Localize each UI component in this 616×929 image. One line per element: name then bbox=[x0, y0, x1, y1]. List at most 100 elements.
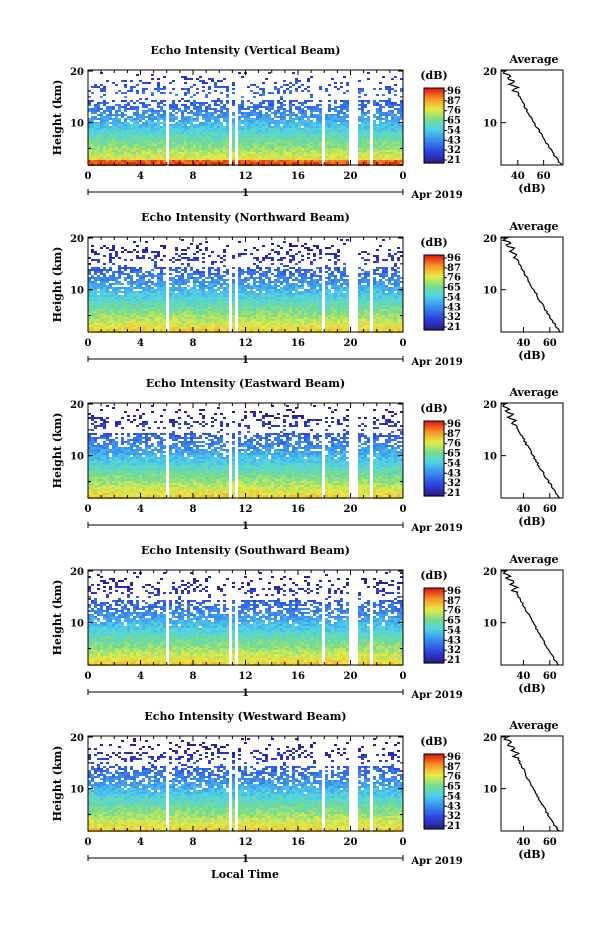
heatmap-cell bbox=[241, 253, 244, 255]
heatmap-cell bbox=[190, 299, 193, 301]
heatmap-cell bbox=[205, 325, 208, 327]
heatmap-cell bbox=[217, 307, 220, 309]
heatmap-cell bbox=[214, 84, 217, 86]
heatmap-cell bbox=[130, 86, 133, 88]
heatmap-cell bbox=[190, 112, 193, 114]
heatmap-cell bbox=[208, 104, 211, 106]
heatmap-cell bbox=[178, 122, 181, 124]
heatmap-cell bbox=[385, 140, 388, 142]
heatmap-cell bbox=[160, 299, 163, 301]
heatmap-cell bbox=[142, 142, 145, 144]
heatmap-cell bbox=[232, 84, 235, 86]
heatmap-cell bbox=[361, 110, 364, 112]
heatmap-cell bbox=[133, 313, 136, 315]
heatmap-cell bbox=[175, 321, 178, 323]
heatmap-cell bbox=[271, 112, 274, 114]
heatmap-cell bbox=[343, 102, 346, 104]
heatmap-cell bbox=[217, 269, 220, 271]
heatmap-cell bbox=[301, 156, 304, 158]
heatmap-cell bbox=[301, 160, 304, 162]
heatmap-cell bbox=[187, 325, 190, 327]
heatmap-cell bbox=[109, 327, 112, 329]
heatmap-cell bbox=[136, 92, 139, 94]
heatmap-cell bbox=[151, 78, 154, 80]
colorbar-segment bbox=[424, 125, 444, 128]
heatmap-cell bbox=[190, 317, 193, 319]
heatmap-cell bbox=[232, 132, 235, 134]
heatmap-cell bbox=[304, 138, 307, 140]
heatmap-cell bbox=[124, 122, 127, 124]
heatmap-cell bbox=[343, 108, 346, 110]
heatmap-cell bbox=[103, 120, 106, 122]
heatmap-cell bbox=[310, 108, 313, 110]
heatmap-cell bbox=[106, 142, 109, 144]
heatmap-cell bbox=[265, 132, 268, 134]
heatmap-cell bbox=[316, 104, 319, 106]
heatmap-cell bbox=[313, 138, 316, 140]
heatmap-cell bbox=[241, 122, 244, 124]
heatmap-cell bbox=[259, 291, 262, 293]
heatmap-cell bbox=[247, 130, 250, 132]
heatmap-cell bbox=[136, 100, 139, 102]
heatmap-cell bbox=[175, 108, 178, 110]
heatmap-cell bbox=[265, 156, 268, 158]
heatmap-cell bbox=[148, 317, 151, 319]
heatmap-cell bbox=[172, 279, 175, 281]
heatmap-cell bbox=[385, 150, 388, 152]
heatmap-cell bbox=[274, 112, 277, 114]
heatmap-cell bbox=[94, 315, 97, 317]
heatmap-cell bbox=[88, 162, 91, 164]
heatmap-cell bbox=[169, 154, 172, 156]
heatmap-cell bbox=[199, 108, 202, 110]
heatmap-cell bbox=[154, 154, 157, 156]
heatmap-cell bbox=[232, 313, 235, 315]
heatmap-cell bbox=[157, 301, 160, 303]
heatmap-cell bbox=[307, 128, 310, 130]
heatmap-cell bbox=[358, 142, 361, 144]
heatmap-cell bbox=[295, 114, 298, 116]
heatmap-cell bbox=[217, 132, 220, 134]
heatmap-cell bbox=[127, 329, 130, 331]
heatmap-cell bbox=[100, 138, 103, 140]
heatmap-cell bbox=[136, 251, 139, 253]
heatmap-cell bbox=[334, 110, 337, 112]
heatmap-cell bbox=[103, 269, 106, 271]
heatmap-cell bbox=[97, 319, 100, 321]
heatmap-cell bbox=[148, 325, 151, 327]
heatmap-cell bbox=[244, 253, 247, 255]
heatmap-cell bbox=[208, 277, 211, 279]
heatmap-cell bbox=[148, 130, 151, 132]
heatmap-cell bbox=[193, 104, 196, 106]
heatmap-cell bbox=[256, 329, 259, 331]
heatmap-cell bbox=[241, 140, 244, 142]
heatmap-cell bbox=[232, 317, 235, 319]
heatmap-cell bbox=[139, 281, 142, 283]
heatmap-cell bbox=[259, 118, 262, 120]
heatmap-cell bbox=[259, 110, 262, 112]
heatmap-cell bbox=[283, 108, 286, 110]
heatmap-cell bbox=[100, 112, 103, 114]
heatmap-cell bbox=[298, 118, 301, 120]
heatmap-cell bbox=[142, 321, 145, 323]
heatmap-cell bbox=[367, 136, 370, 138]
heatmap-cell bbox=[163, 86, 166, 88]
heatmap-cell bbox=[208, 297, 211, 299]
heatmap-cell bbox=[178, 317, 181, 319]
heatmap-cell bbox=[250, 299, 253, 301]
heatmap-cell bbox=[151, 132, 154, 134]
heatmap-cell bbox=[223, 317, 226, 319]
heatmap-cell bbox=[118, 160, 121, 162]
heatmap-cell bbox=[220, 275, 223, 277]
heatmap-cell bbox=[172, 150, 175, 152]
heatmap-cell bbox=[247, 120, 250, 122]
heatmap-cell bbox=[256, 313, 259, 315]
heatmap-cell bbox=[130, 162, 133, 164]
heatmap-cell bbox=[148, 273, 151, 275]
heatmap-cell bbox=[100, 311, 103, 313]
heatmap-cell bbox=[142, 102, 145, 104]
heatmap-cell bbox=[295, 116, 298, 118]
heatmap-cell bbox=[265, 122, 268, 124]
heatmap-cell bbox=[175, 249, 178, 251]
heatmap-cell bbox=[319, 100, 322, 102]
heatmap-cell bbox=[112, 130, 115, 132]
